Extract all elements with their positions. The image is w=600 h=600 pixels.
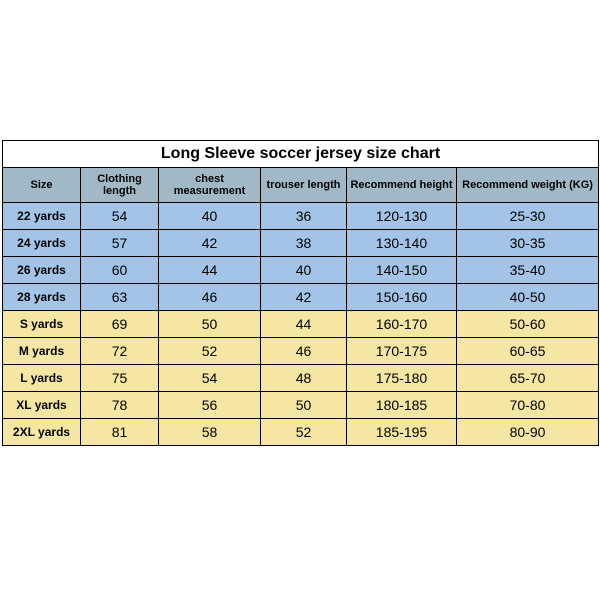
col-header-weight: Recommend weight (KG) xyxy=(457,168,599,203)
cell-chest: 58 xyxy=(159,419,261,446)
cell-weight: 35-40 xyxy=(457,257,599,284)
cell-trouser: 38 xyxy=(261,230,347,257)
table-row: 2XL yards 81 58 52 185-195 80-90 xyxy=(3,419,599,446)
table-row: XL yards 78 56 50 180-185 70-80 xyxy=(3,392,599,419)
table-row: 22 yards 54 40 36 120-130 25-30 xyxy=(3,203,599,230)
cell-trouser: 50 xyxy=(261,392,347,419)
cell-chest: 44 xyxy=(159,257,261,284)
cell-length: 78 xyxy=(81,392,159,419)
cell-size: M yards xyxy=(3,338,81,365)
cell-weight: 25-30 xyxy=(457,203,599,230)
cell-trouser: 44 xyxy=(261,311,347,338)
table-header-row: Size Clothing length chest measurement t… xyxy=(3,168,599,203)
cell-length: 60 xyxy=(81,257,159,284)
cell-length: 81 xyxy=(81,419,159,446)
cell-weight: 65-70 xyxy=(457,365,599,392)
cell-size: XL yards xyxy=(3,392,81,419)
cell-weight: 70-80 xyxy=(457,392,599,419)
cell-chest: 52 xyxy=(159,338,261,365)
cell-weight: 50-60 xyxy=(457,311,599,338)
cell-trouser: 42 xyxy=(261,284,347,311)
size-chart-table: Long Sleeve soccer jersey size chart Siz… xyxy=(2,140,599,446)
table-row: 26 yards 60 44 40 140-150 35-40 xyxy=(3,257,599,284)
cell-length: 54 xyxy=(81,203,159,230)
cell-weight: 30-35 xyxy=(457,230,599,257)
cell-height: 170-175 xyxy=(347,338,457,365)
cell-chest: 54 xyxy=(159,365,261,392)
cell-height: 150-160 xyxy=(347,284,457,311)
table-row: 28 yards 63 46 42 150-160 40-50 xyxy=(3,284,599,311)
table-title: Long Sleeve soccer jersey size chart xyxy=(3,141,599,168)
cell-chest: 56 xyxy=(159,392,261,419)
cell-size: 22 yards xyxy=(3,203,81,230)
cell-chest: 50 xyxy=(159,311,261,338)
cell-size: 24 yards xyxy=(3,230,81,257)
cell-length: 75 xyxy=(81,365,159,392)
table-row: 24 yards 57 42 38 130-140 30-35 xyxy=(3,230,599,257)
cell-trouser: 46 xyxy=(261,338,347,365)
cell-length: 69 xyxy=(81,311,159,338)
cell-length: 72 xyxy=(81,338,159,365)
cell-weight: 80-90 xyxy=(457,419,599,446)
cell-length: 57 xyxy=(81,230,159,257)
cell-size: 2XL yards xyxy=(3,419,81,446)
table-row: M yards 72 52 46 170-175 60-65 xyxy=(3,338,599,365)
table-row: L yards 75 54 48 175-180 65-70 xyxy=(3,365,599,392)
cell-height: 185-195 xyxy=(347,419,457,446)
col-header-length: Clothing length xyxy=(81,168,159,203)
cell-trouser: 52 xyxy=(261,419,347,446)
table-row: S yards 69 50 44 160-170 50-60 xyxy=(3,311,599,338)
cell-size: L yards xyxy=(3,365,81,392)
cell-trouser: 48 xyxy=(261,365,347,392)
cell-chest: 40 xyxy=(159,203,261,230)
table-title-row: Long Sleeve soccer jersey size chart xyxy=(3,141,599,168)
cell-size: S yards xyxy=(3,311,81,338)
cell-height: 140-150 xyxy=(347,257,457,284)
col-header-chest: chest measurement xyxy=(159,168,261,203)
cell-length: 63 xyxy=(81,284,159,311)
cell-height: 130-140 xyxy=(347,230,457,257)
col-header-trouser: trouser length xyxy=(261,168,347,203)
size-chart-container: Long Sleeve soccer jersey size chart Siz… xyxy=(0,0,600,600)
cell-weight: 40-50 xyxy=(457,284,599,311)
cell-weight: 60-65 xyxy=(457,338,599,365)
cell-height: 180-185 xyxy=(347,392,457,419)
cell-trouser: 40 xyxy=(261,257,347,284)
cell-chest: 42 xyxy=(159,230,261,257)
cell-height: 160-170 xyxy=(347,311,457,338)
cell-height: 175-180 xyxy=(347,365,457,392)
cell-trouser: 36 xyxy=(261,203,347,230)
cell-size: 26 yards xyxy=(3,257,81,284)
cell-chest: 46 xyxy=(159,284,261,311)
col-header-size: Size xyxy=(3,168,81,203)
cell-size: 28 yards xyxy=(3,284,81,311)
col-header-height: Recommend height xyxy=(347,168,457,203)
cell-height: 120-130 xyxy=(347,203,457,230)
